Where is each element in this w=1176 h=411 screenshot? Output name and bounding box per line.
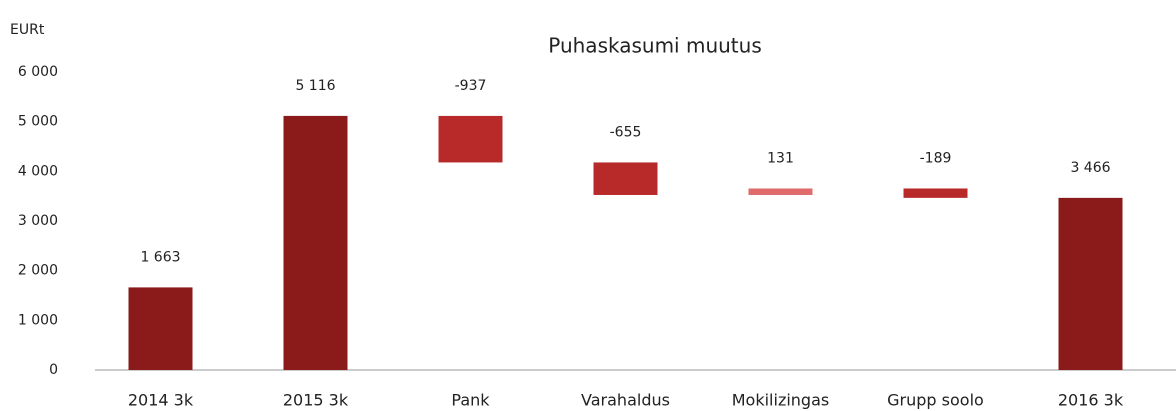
data-label: -937 [455,78,487,94]
bar [283,115,348,370]
data-label: 1 663 [140,249,180,265]
x-tick-label: Grupp soolo [887,391,984,410]
x-tick-label: Varahaldus [581,391,670,410]
y-tick-label: 3 000 [18,213,58,229]
bar [593,162,658,195]
bar [903,188,968,198]
x-tick-label: Pank [451,391,490,410]
bar [438,115,503,163]
chart-title: Puhaskasumi muutus [548,34,762,58]
y-tick-label: 6 000 [18,64,58,80]
y-tick-label: 2 000 [18,263,58,279]
bar [128,287,193,370]
y-tick-label: 5 000 [18,114,58,130]
y-tick-label: 0 [49,362,58,378]
y-tick-label: 4 000 [18,163,58,179]
data-label: -189 [920,150,952,166]
y-tick-label: 1 000 [18,312,58,328]
data-label: -655 [610,124,642,140]
data-label: 3 466 [1070,160,1110,176]
data-label: 5 116 [295,78,335,94]
y-axis-label: EURt [10,22,45,38]
bar [748,188,813,195]
x-tick-label: 2014 3k [128,391,194,410]
data-label: 131 [767,150,794,166]
x-tick-label: Mokilizingas [732,391,829,410]
x-tick-label: 2015 3k [283,391,349,410]
x-tick-label: 2016 3k [1058,391,1124,410]
bar [1058,197,1123,370]
